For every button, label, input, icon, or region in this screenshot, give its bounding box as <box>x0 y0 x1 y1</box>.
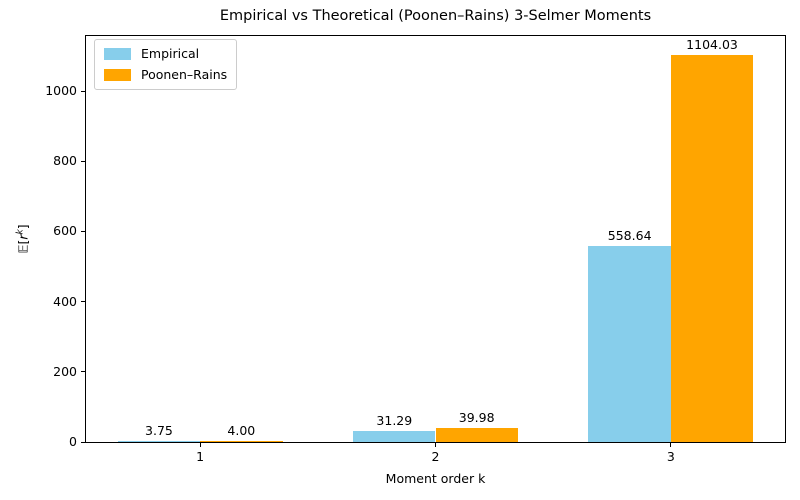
y-axis-label: 𝔼[rk] <box>15 224 30 253</box>
ylabel-variable: r <box>15 234 31 240</box>
legend-swatch <box>104 48 131 60</box>
bar-value-label: 4.00 <box>227 422 256 438</box>
x-tick <box>670 443 672 447</box>
bar-empirical-k1 <box>117 440 201 442</box>
bar-value-label: 1104.03 <box>686 36 738 52</box>
bar-empirical-k3 <box>588 245 671 442</box>
ylabel-superscript: k <box>15 229 26 235</box>
ylabel-expectation-symbol: 𝔼[ <box>15 239 31 254</box>
y-tick-label: 0 <box>69 434 77 449</box>
bar-value-label: 558.64 <box>607 227 652 243</box>
bar-poonen-rains-k3 <box>670 54 754 442</box>
legend: Empirical Poonen–Rains <box>94 39 238 90</box>
bar-value-label: 31.29 <box>376 413 413 429</box>
legend-label: Empirical <box>141 46 200 61</box>
bar-poonen-rains-k2 <box>435 427 518 442</box>
y-tick-label: 600 <box>53 223 77 239</box>
x-tick-label: 2 <box>431 449 440 464</box>
x-tick-label: 1 <box>196 449 205 464</box>
x-tick <box>199 443 201 447</box>
bar-value-label: 3.75 <box>145 422 173 438</box>
legend-label: Poonen–Rains <box>141 67 228 82</box>
ylabel-close-bracket: ] <box>15 224 31 230</box>
legend-swatch <box>104 69 131 81</box>
y-tick <box>81 160 85 162</box>
bar-empirical-k2 <box>353 431 436 442</box>
legend-item: Empirical <box>104 47 227 61</box>
y-tick-label: 1000 <box>45 83 77 99</box>
bar-value-label: 39.98 <box>458 409 495 425</box>
y-tick-label: 200 <box>53 363 77 379</box>
x-tick <box>435 443 436 447</box>
y-tick <box>81 371 85 373</box>
legend-item: Poonen–Rains <box>104 68 227 82</box>
x-tick-label: 3 <box>666 449 675 464</box>
x-axis-label: Moment order k <box>385 471 486 486</box>
y-tick <box>81 301 85 303</box>
y-tick <box>81 230 85 232</box>
y-tick <box>81 90 85 92</box>
y-tick-label: 800 <box>53 153 77 169</box>
plot-area: Empirical Poonen–Rains 0 200 400 600 800 1000 1… <box>45 35 786 464</box>
bar-poonen-rains-k1 <box>200 440 283 442</box>
chart-title: Empirical vs Theoretical (Poonen–Rains) … <box>219 8 652 24</box>
y-tick-label: 400 <box>53 293 77 309</box>
y-tick <box>81 441 85 443</box>
